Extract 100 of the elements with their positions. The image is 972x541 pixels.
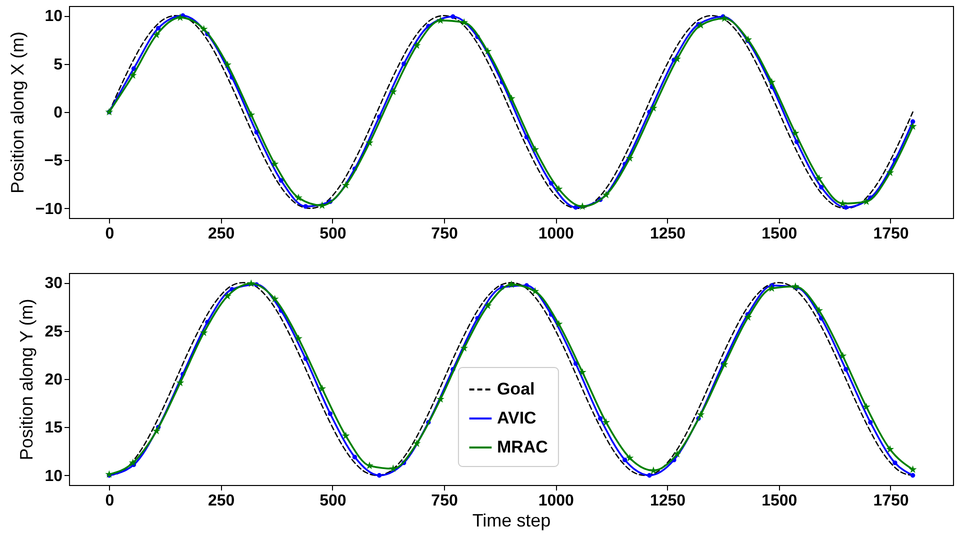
point: [531, 145, 540, 153]
point: [908, 122, 917, 130]
point: [602, 418, 610, 426]
point: [626, 454, 634, 462]
point: [436, 395, 444, 403]
point: [578, 368, 586, 376]
point: [649, 466, 658, 474]
point: [844, 205, 848, 210]
x-tick-label: 250: [208, 492, 235, 510]
legend-label: AVIC: [496, 408, 536, 428]
point: [815, 306, 824, 314]
x-tick-label: 500: [320, 226, 346, 242]
point: [791, 129, 800, 137]
y-axis-title: Position along Y (m): [16, 298, 37, 460]
point: [647, 473, 652, 478]
point: [484, 302, 492, 310]
point: [531, 287, 540, 295]
point: [270, 160, 279, 168]
point: [696, 21, 705, 29]
x-tick-label: 500: [320, 492, 346, 510]
point: [342, 432, 350, 440]
point: [554, 184, 563, 192]
point: [176, 13, 184, 21]
y-tick-label: 10: [44, 8, 63, 26]
point: [460, 18, 468, 26]
point: [910, 119, 916, 124]
y-tick-label: 25: [44, 323, 63, 340]
point: [554, 320, 563, 328]
point: [768, 78, 776, 86]
point: [862, 402, 870, 410]
point: [152, 426, 160, 434]
point: [673, 450, 682, 458]
x-tick-label: 1000: [538, 226, 574, 242]
point: [720, 360, 728, 368]
point: [548, 180, 554, 186]
x-tick-label: 1500: [762, 492, 798, 510]
point: [176, 378, 184, 386]
point: [352, 454, 358, 460]
y-tick-label: −5: [44, 152, 63, 170]
point: [278, 178, 284, 183]
x-tick-label: 0: [105, 492, 114, 510]
x-tick-label: 1500: [762, 226, 798, 242]
point: [602, 190, 610, 198]
point: [294, 334, 302, 342]
point: [152, 30, 160, 38]
legend-label: Goal: [496, 380, 535, 398]
x-tick-label: 1750: [873, 492, 909, 510]
y-tick-label: 10: [44, 468, 63, 485]
point: [247, 279, 256, 287]
point: [200, 328, 208, 336]
point: [156, 26, 161, 31]
point: [128, 71, 137, 79]
x-tick-label: 750: [431, 226, 458, 242]
point: [815, 174, 824, 182]
point: [389, 88, 398, 96]
point: [270, 294, 279, 302]
point: [622, 458, 628, 462]
y-tick-label: −10: [35, 200, 63, 218]
point: [376, 473, 382, 478]
point: [365, 138, 374, 146]
point: [247, 110, 256, 118]
y-tick-label: 0: [54, 104, 63, 122]
point: [507, 280, 516, 288]
y-tick-label: 5: [54, 56, 63, 74]
y-tick-label: 20: [44, 372, 63, 388]
y-axis-title: Position along X (m): [7, 31, 28, 194]
point: [910, 473, 916, 478]
point: [303, 204, 308, 209]
legend-label: MRAC: [496, 438, 548, 456]
point: [484, 47, 492, 55]
point: [844, 367, 848, 372]
point: [744, 36, 752, 44]
point: [436, 16, 444, 24]
point: [818, 184, 824, 190]
point: [131, 66, 136, 71]
point: [578, 202, 586, 210]
point: [412, 41, 421, 49]
x-tick-label: 1750: [873, 226, 909, 242]
y-tick-label: 30: [44, 275, 63, 292]
point: [794, 140, 800, 144]
point: [294, 194, 302, 202]
point: [838, 352, 847, 360]
point: [224, 292, 232, 300]
point: [507, 94, 516, 102]
point: [768, 284, 776, 292]
point: [128, 458, 137, 466]
point: [200, 24, 208, 33]
point: [328, 411, 333, 416]
x-tick-label: 750: [431, 492, 458, 510]
point: [649, 104, 658, 112]
point: [598, 416, 603, 421]
point: [342, 181, 350, 189]
point: [626, 154, 634, 162]
x-tick-label: 250: [208, 226, 235, 242]
x-tick-label: 1250: [650, 492, 686, 510]
y-tick-label: 15: [44, 420, 63, 437]
x-tick-label: 1250: [650, 226, 686, 242]
x-tick-label: 1000: [538, 492, 574, 510]
point: [673, 54, 682, 62]
x-axis-title: Time step: [472, 510, 551, 530]
